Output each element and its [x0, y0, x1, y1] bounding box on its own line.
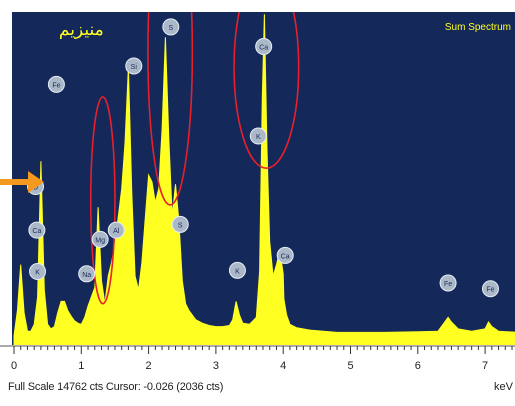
peak-label-bubble [162, 18, 180, 36]
x-tick-label: 7 [482, 360, 488, 372]
highlight-circle [233, 0, 300, 169]
peak-label-bubble [171, 215, 189, 233]
x-tick-label: 1 [78, 360, 84, 372]
peak-label-text: O [33, 185, 39, 192]
highlight-circle [147, 0, 194, 206]
spectrum-plot-area: Sum SpectrumFeOCaKMgNaAlSiSSCaKKCaFeFeگو… [12, 0, 515, 346]
x-tick-label: 6 [415, 360, 421, 372]
peak-label-bubble [276, 246, 294, 264]
chart-title: Sum Spectrum [445, 22, 511, 33]
peak-label-bubble [255, 37, 273, 55]
peak-label-ca: Ca [276, 246, 294, 264]
peak-label-bubble [249, 127, 267, 145]
peak-label-fe: Fe [439, 274, 457, 292]
x-axis-area: 0 1 2 3 4 5 6 7 [0, 345, 515, 401]
peak-label-text: Na [82, 272, 91, 279]
peak-label-mg: Mg [91, 230, 109, 248]
x-axis: 0 1 2 3 4 5 6 7 [0, 345, 515, 372]
peak-label-k: K [249, 127, 267, 145]
x-tick-label: 0 [11, 360, 17, 372]
peak-label-ca: Ca [255, 37, 273, 55]
peak-label-bubble [78, 265, 96, 283]
peak-label-text: Ca [281, 253, 290, 260]
peak-label-bubble [28, 221, 46, 239]
peak-label-bubble [481, 280, 499, 298]
peak-label-text: K [235, 268, 240, 275]
peak-label-fe: Fe [481, 280, 499, 298]
x-tick-label: 3 [213, 360, 219, 372]
peak-label-k: K [29, 263, 47, 281]
element-annotation: منیزیم [59, 20, 104, 40]
peak-label-text: S [168, 25, 173, 32]
highlight-circle [89, 96, 116, 305]
peak-label-bubble [125, 57, 143, 75]
peak-label-text: Fe [52, 82, 60, 89]
peak-label-bubble [29, 263, 47, 281]
peak-label-s: S [171, 215, 189, 233]
peak-label-text: Mg [95, 237, 105, 244]
peak-label-text: Fe [444, 281, 452, 288]
peak-label-s: S [162, 18, 180, 36]
peak-label-bubble [228, 261, 246, 279]
peak-label-bubble [439, 274, 457, 292]
status-readout: Full Scale 14762 cts Cursor: -0.026 (203… [8, 381, 224, 393]
peak-label-k: K [228, 261, 246, 279]
peak-label-bubble [91, 230, 109, 248]
peak-label-text: Al [113, 228, 120, 235]
peak-label-si: Si [125, 57, 143, 75]
peak-label-al: Al [107, 221, 125, 239]
spectrum-chart: Sum SpectrumFeOCaKMgNaAlSiSSCaKKCaFeFeگو… [13, 0, 515, 346]
peak-label-text: Si [131, 64, 138, 71]
peak-label-text: Ca [32, 228, 41, 235]
peak-label-text: Fe [486, 287, 494, 294]
peak-label-bubble [47, 75, 65, 93]
peak-label-fe: Fe [47, 75, 65, 93]
x-axis-unit: keV [494, 381, 513, 393]
peak-label-bubble [107, 221, 125, 239]
x-tick-label: 4 [280, 360, 286, 372]
peak-label-na: Na [78, 265, 96, 283]
arrow-right-icon [0, 171, 44, 193]
peak-label-text: K [256, 134, 261, 141]
x-tick-label: 2 [146, 360, 152, 372]
peak-label-text: S [178, 222, 183, 229]
x-tick-label: 5 [347, 360, 353, 372]
spectrum-area [13, 14, 515, 346]
peak-label-text: K [35, 270, 40, 277]
peak-label-ca: Ca [28, 221, 46, 239]
peak-label-text: Ca [259, 44, 268, 51]
